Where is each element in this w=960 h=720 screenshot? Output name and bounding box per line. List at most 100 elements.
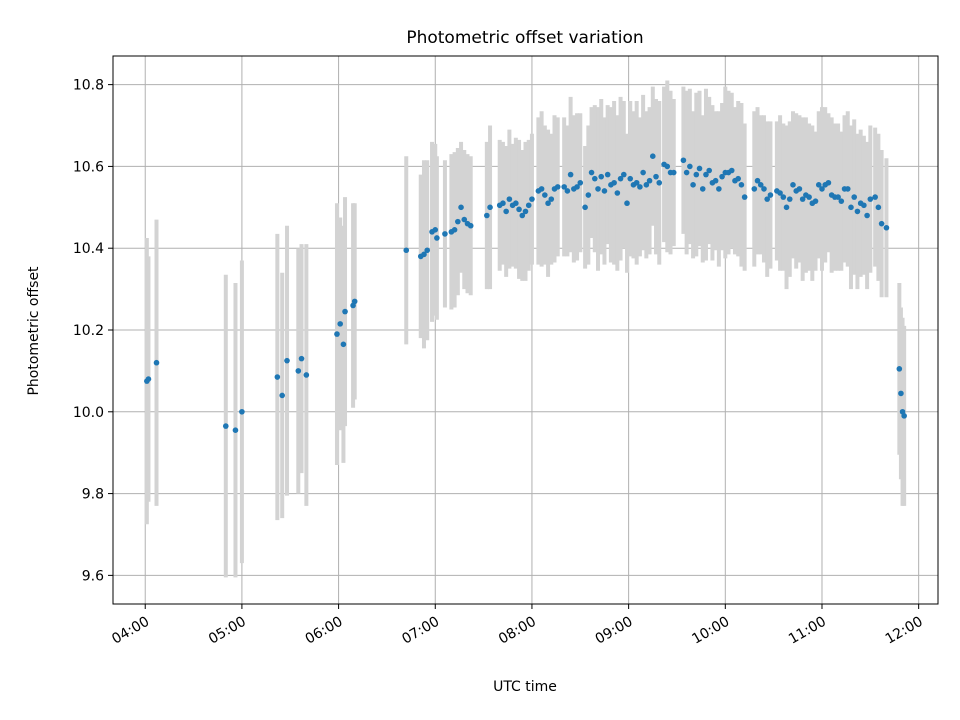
data-point xyxy=(611,179,617,186)
data-point xyxy=(614,190,621,196)
data-point xyxy=(861,202,867,209)
data-point xyxy=(574,184,580,190)
data-point xyxy=(806,194,812,200)
data-point xyxy=(529,196,535,202)
y-tick-label: 10.4 xyxy=(73,241,104,257)
y-tick-label: 9.6 xyxy=(82,568,104,584)
data-point xyxy=(284,357,290,364)
data-point xyxy=(617,175,624,182)
data-point xyxy=(585,192,592,198)
data-point xyxy=(703,171,709,178)
data-point xyxy=(637,184,643,190)
data-point xyxy=(519,212,526,219)
data-point xyxy=(554,184,561,190)
chart-title: Photometric offset variation xyxy=(406,28,643,48)
data-point xyxy=(696,165,703,172)
data-point xyxy=(777,190,783,196)
data-point xyxy=(825,179,832,186)
data-point xyxy=(864,212,870,219)
data-point xyxy=(796,186,803,192)
data-point xyxy=(687,163,693,170)
data-point xyxy=(741,194,748,200)
data-point xyxy=(564,188,571,194)
data-point xyxy=(458,204,464,211)
data-point xyxy=(484,212,490,219)
data-point xyxy=(716,186,722,192)
data-point xyxy=(274,374,281,380)
data-point xyxy=(844,186,851,192)
data-points xyxy=(144,153,907,433)
data-point xyxy=(812,198,819,204)
y-tick-label: 9.8 xyxy=(82,487,104,503)
data-point xyxy=(867,196,874,202)
data-point xyxy=(851,194,858,200)
data-point xyxy=(815,182,822,188)
data-point xyxy=(153,359,160,366)
data-point xyxy=(538,186,545,192)
data-point xyxy=(646,177,653,184)
data-point xyxy=(461,216,468,223)
data-point xyxy=(783,204,790,211)
data-point xyxy=(545,200,551,207)
data-point xyxy=(898,390,904,397)
data-point xyxy=(683,169,690,176)
data-point xyxy=(738,182,745,188)
data-point xyxy=(451,227,458,233)
data-point xyxy=(525,202,532,209)
data-point xyxy=(588,169,595,176)
data-point xyxy=(582,204,588,211)
data-point xyxy=(761,186,767,192)
data-point xyxy=(728,167,735,174)
data-point xyxy=(548,196,555,202)
data-point xyxy=(767,192,774,198)
y-tick-label: 10.2 xyxy=(73,323,104,339)
data-point xyxy=(424,247,431,254)
data-point xyxy=(848,204,854,211)
data-point xyxy=(854,208,861,215)
data-point xyxy=(598,173,605,180)
data-point xyxy=(340,341,347,348)
data-point xyxy=(303,372,310,378)
data-point xyxy=(878,220,885,227)
data-point xyxy=(522,208,529,215)
data-point xyxy=(351,298,358,305)
data-point xyxy=(699,186,706,192)
data-point xyxy=(680,157,687,164)
data-point xyxy=(334,331,340,337)
data-point xyxy=(790,182,796,188)
data-point xyxy=(295,368,302,374)
data-point xyxy=(342,308,348,315)
y-tick-label: 10.8 xyxy=(73,78,104,94)
data-point xyxy=(656,179,663,186)
data-point xyxy=(896,366,903,372)
data-point xyxy=(764,196,770,202)
data-point xyxy=(751,186,758,192)
data-point xyxy=(542,192,548,198)
data-point xyxy=(567,171,574,178)
data-point xyxy=(506,196,513,202)
data-point xyxy=(232,427,239,433)
x-axis-label: UTC time xyxy=(493,679,557,695)
data-point xyxy=(875,204,882,211)
data-point xyxy=(640,169,646,176)
y-tick-label: 10.0 xyxy=(73,405,104,421)
data-point xyxy=(627,175,634,182)
data-point xyxy=(601,188,608,194)
data-point xyxy=(591,175,598,182)
data-point xyxy=(664,163,671,170)
data-point xyxy=(595,186,601,192)
y-axis-label: Photometric offset xyxy=(26,266,42,396)
data-point xyxy=(653,173,659,180)
data-point xyxy=(901,413,907,419)
data-point xyxy=(786,196,793,202)
data-point xyxy=(872,194,878,200)
data-point xyxy=(421,251,427,258)
data-point xyxy=(633,179,640,186)
data-point xyxy=(467,222,474,229)
data-point xyxy=(487,204,493,211)
data-point xyxy=(455,218,461,225)
data-point xyxy=(649,153,656,159)
data-point xyxy=(883,224,890,231)
data-point xyxy=(624,200,630,207)
data-point xyxy=(516,206,522,213)
